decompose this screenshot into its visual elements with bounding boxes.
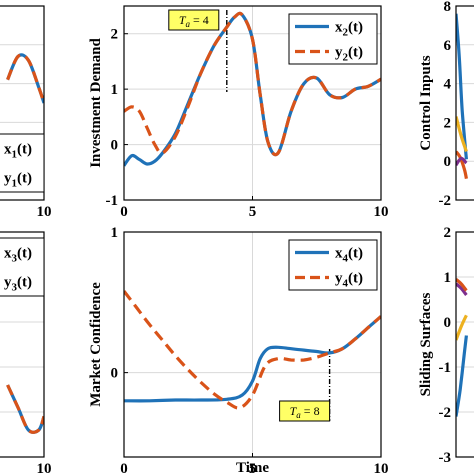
panel-market: 0 5 10 0 1 Market Confidence Time x4(t) y4(t) Ta …: [88, 225, 389, 474]
series-line-y1t: [6, 53, 44, 104]
series-line-y4t: [124, 290, 381, 410]
plot-area: [124, 6, 381, 200]
y-tick-label: 0: [444, 315, 452, 331]
y-tick-label: -2: [439, 405, 452, 421]
y-axis-label: Market Confidence: [88, 282, 104, 407]
series-line: [456, 314, 468, 341]
series-line: [456, 278, 468, 292]
y-tick-label: 1: [111, 82, 119, 98]
x-tick-label: 10: [37, 204, 52, 220]
series-line: [456, 150, 468, 179]
y-tick-label: -2: [439, 193, 452, 209]
plot-area: [456, 6, 474, 200]
legend: x2(t) y2(t): [288, 13, 378, 65]
annotation-label: Ta = 4: [179, 13, 209, 29]
legend: x1(t) y1(t): [0, 133, 45, 193]
legend: x3(t) y3(t): [0, 237, 45, 297]
x-tick-label: 10: [374, 461, 389, 474]
axes-box: [0, 231, 45, 458]
y-tick-label: 1: [111, 225, 119, 241]
y-axis-label: Control Inputs: [418, 55, 434, 150]
y-tick-label: 4: [444, 77, 452, 93]
panel-right-bottom: 2 1 0 -1 -2 -3 Sliding Surfaces: [418, 225, 474, 466]
annotation: Ta = 8: [279, 400, 331, 422]
annotation-box: [168, 9, 220, 31]
y-tick-label: 2: [444, 225, 452, 241]
y-tick-label: 0: [111, 138, 119, 154]
x-tick-label: 5: [249, 204, 257, 220]
y-tick-label: 8: [444, 0, 452, 15]
legend-label: x4(t): [335, 246, 363, 265]
x-tick-label: 0: [120, 204, 128, 220]
legend-label: x3(t): [4, 246, 32, 265]
legend-label: y1(t): [4, 171, 32, 190]
legend-box: [0, 237, 45, 297]
y-tick-label: 2: [111, 27, 119, 43]
series-line-x3t: [6, 384, 44, 434]
axes-box: [0, 5, 45, 201]
axes-box: [455, 5, 474, 201]
plot-area: [124, 232, 381, 457]
y-tick-label: 6: [444, 38, 452, 54]
legend-label: x2(t): [335, 20, 363, 39]
series-line-y2t: [124, 11, 381, 157]
plot-area: [456, 232, 474, 457]
y-tick-label: 0: [111, 366, 119, 382]
y-tick-label: -3: [439, 450, 452, 466]
legend: x4(t) y4(t): [288, 239, 378, 291]
y-axis-label: Sliding Surfaces: [418, 292, 434, 396]
legend-box: [288, 239, 378, 291]
y-tick-label: 0: [444, 154, 452, 170]
series-line: [456, 156, 468, 167]
x-tick-label: 0: [120, 461, 128, 474]
annotation: Ta = 4: [168, 9, 220, 31]
series-line: [456, 13, 468, 160]
series-line-y3t: [6, 384, 44, 434]
legend-label: x1(t): [4, 142, 32, 161]
legend-label: y2(t): [335, 45, 363, 64]
legend-label: y4(t): [335, 271, 363, 290]
series-line: [456, 335, 468, 417]
x-axis-label: Time: [236, 460, 269, 474]
series-line: [456, 116, 468, 153]
annotation-label: Ta = 8: [290, 404, 320, 420]
panel-right-top: 8 6 4 2 0 -2 Control Inputs: [418, 0, 474, 209]
y-tick-label: -1: [106, 193, 119, 209]
panel-left-bottom: 10 x3(t) y3(t): [0, 231, 52, 474]
annotation-box: [279, 400, 331, 422]
legend-label: y3(t): [4, 275, 32, 294]
y-tick-label: 1: [444, 270, 452, 286]
x-tick-label: 5: [249, 461, 257, 474]
y-tick-label: 2: [444, 115, 452, 131]
legend-box: [288, 13, 378, 65]
x-tick-label: 10: [37, 461, 52, 474]
panel-left-top: 10 x1(t) y1(t): [0, 5, 52, 220]
y-axis-label: Investment Demand: [88, 38, 104, 168]
legend-box: [0, 133, 45, 193]
y-tick-label: -1: [439, 360, 452, 376]
axes-box: [455, 231, 474, 458]
x-tick-label: 10: [374, 204, 389, 220]
series-line: [456, 282, 468, 297]
